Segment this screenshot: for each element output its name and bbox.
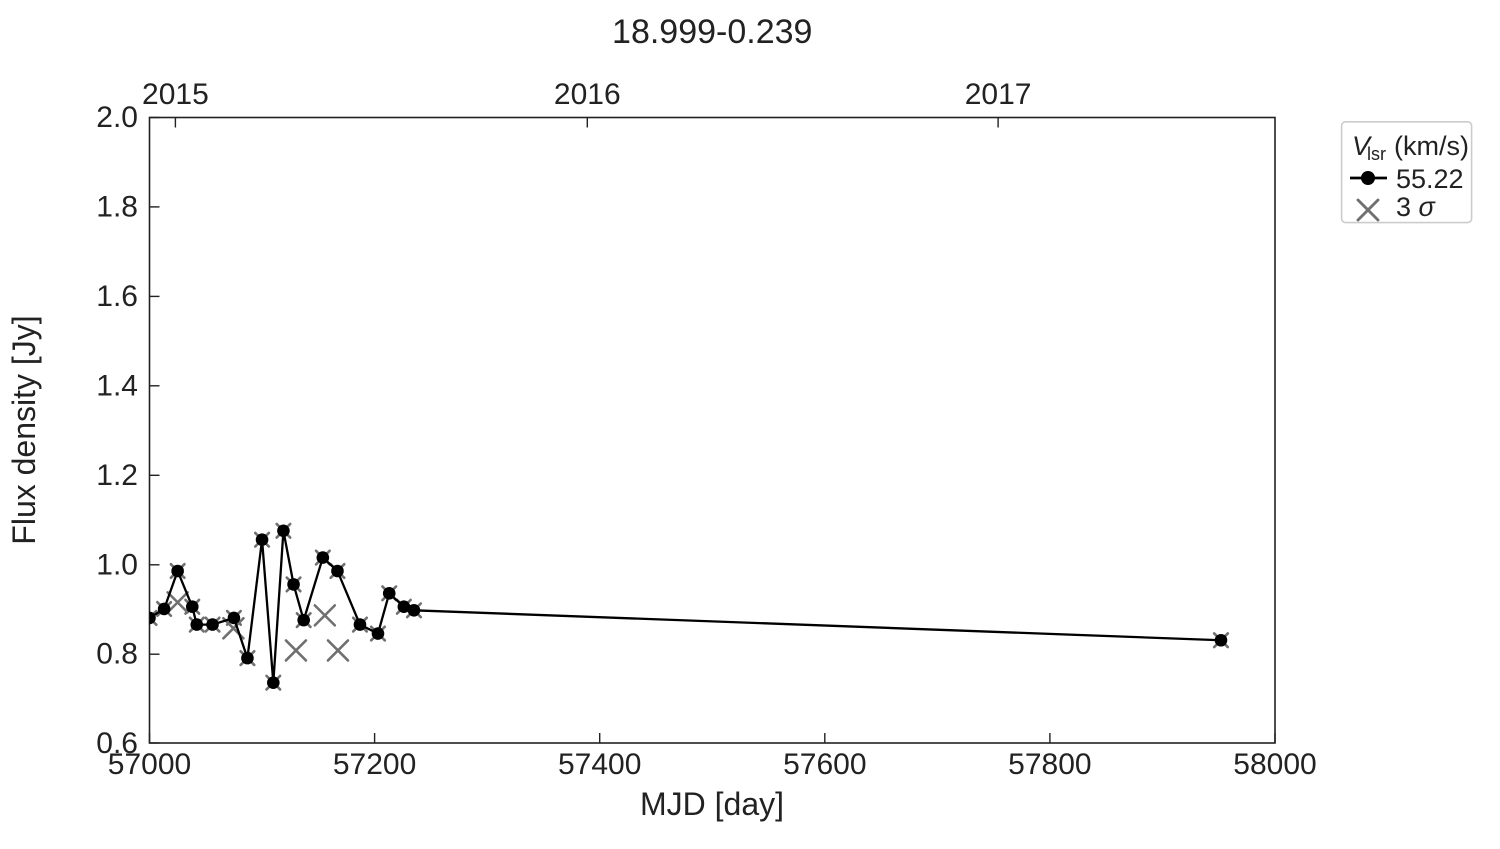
svg-text:2015: 2015 — [142, 78, 209, 111]
svg-text:57200: 57200 — [333, 748, 416, 781]
svg-text:3 σ: 3 σ — [1396, 192, 1437, 222]
svg-text:0.8: 0.8 — [96, 638, 138, 671]
svg-text:57800: 57800 — [1008, 748, 1091, 781]
svg-text:2.0: 2.0 — [96, 101, 138, 134]
svg-text:1.4: 1.4 — [96, 369, 138, 402]
svg-text:58000: 58000 — [1233, 748, 1316, 781]
svg-text:2017: 2017 — [965, 78, 1032, 111]
svg-text:1.0: 1.0 — [96, 548, 138, 581]
svg-text:(km/s): (km/s) — [1394, 131, 1469, 161]
svg-text:1.8: 1.8 — [96, 190, 138, 223]
svg-text:lsr: lsr — [1367, 144, 1386, 164]
svg-text:55.22: 55.22 — [1396, 164, 1464, 194]
svg-text:1.2: 1.2 — [96, 459, 138, 492]
svg-text:MJD [day]: MJD [day] — [640, 786, 784, 822]
svg-text:1.6: 1.6 — [96, 280, 138, 313]
svg-text:2016: 2016 — [554, 78, 621, 111]
svg-text:Flux density [Jy]: Flux density [Jy] — [6, 315, 42, 544]
svg-text:57600: 57600 — [783, 748, 866, 781]
svg-text:0.6: 0.6 — [96, 727, 138, 760]
svg-text:57400: 57400 — [558, 748, 641, 781]
